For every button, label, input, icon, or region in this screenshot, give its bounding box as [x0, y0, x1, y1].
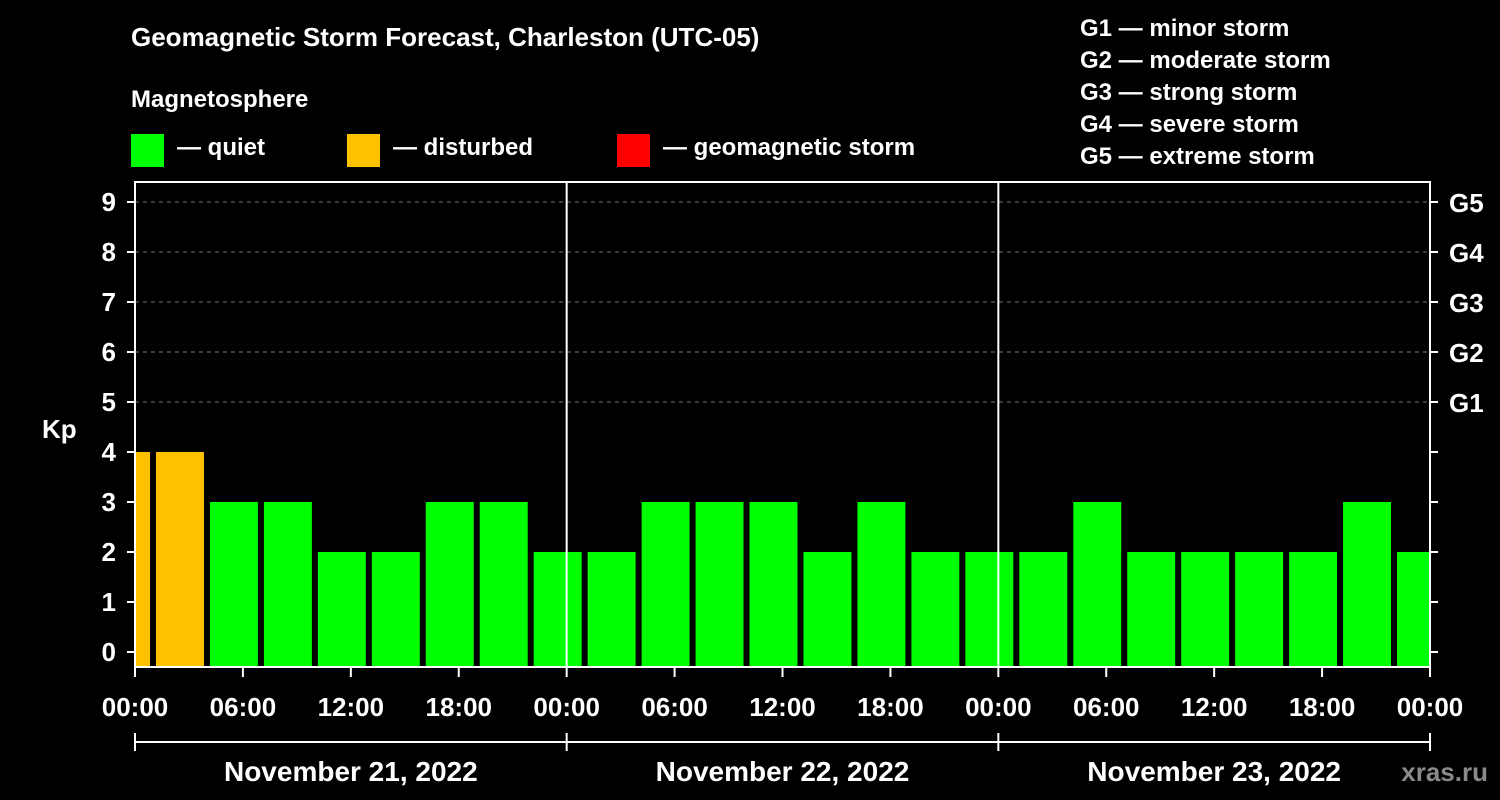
legend-label-quiet: — quiet — [177, 134, 265, 161]
kp-bar — [803, 552, 852, 667]
kp-bar — [317, 552, 366, 667]
x-tick-label: 12:00 — [318, 692, 385, 722]
y-tick-label: 3 — [102, 487, 116, 517]
right-tick-label: G2 — [1449, 338, 1484, 368]
y-axis-label: Kp — [42, 414, 77, 444]
kp-bar — [425, 502, 474, 667]
x-tick-label: 00:00 — [102, 692, 169, 722]
storm-scale-g3: G3 — strong storm — [1080, 79, 1298, 106]
kp-bar — [263, 502, 312, 667]
kp-bar — [749, 502, 798, 667]
right-tick-label: G1 — [1449, 388, 1484, 418]
x-tick-label: 00:00 — [965, 692, 1032, 722]
y-tick-label: 8 — [102, 237, 116, 267]
y-tick-label: 5 — [102, 387, 116, 417]
legend-swatch-disturbed — [347, 134, 380, 167]
kp-bar — [479, 502, 528, 667]
x-tick-label: 06:00 — [210, 692, 277, 722]
x-tick-label: 12:00 — [1181, 692, 1248, 722]
kp-bar — [641, 502, 690, 667]
kp-bar — [1181, 552, 1230, 667]
kp-bar — [1235, 552, 1284, 667]
kp-bar — [1343, 502, 1392, 667]
x-tick-label: 06:00 — [1073, 692, 1140, 722]
y-tick-label: 2 — [102, 537, 116, 567]
storm-scale-g5: G5 — extreme storm — [1080, 143, 1315, 170]
legend-label-disturbed: — disturbed — [393, 134, 534, 161]
right-tick-label: G5 — [1449, 188, 1484, 218]
kp-bar — [911, 552, 960, 667]
x-tick-label: 18:00 — [1289, 692, 1356, 722]
kp-bar — [1073, 502, 1122, 667]
x-tick-label: 12:00 — [749, 692, 816, 722]
y-tick-label: 6 — [102, 337, 116, 367]
right-tick-label: G4 — [1449, 238, 1484, 268]
x-tick-label: 00:00 — [1397, 692, 1464, 722]
kp-bar — [1397, 552, 1429, 667]
storm-scale-g2: G2 — moderate storm — [1080, 47, 1331, 74]
right-tick-label: G3 — [1449, 288, 1484, 318]
y-tick-label: 9 — [102, 187, 116, 217]
x-tick-label: 18:00 — [857, 692, 924, 722]
chart-title: Geomagnetic Storm Forecast, Charleston (… — [131, 22, 760, 52]
legend-label-storm: — geomagnetic storm — [663, 134, 916, 161]
x-tick-label: 00:00 — [533, 692, 600, 722]
kp-bar — [1289, 552, 1338, 667]
x-tick-label: 06:00 — [641, 692, 708, 722]
storm-scale-g4: G4 — severe storm — [1080, 111, 1299, 138]
magnetosphere-label: Magnetosphere — [131, 86, 309, 113]
y-tick-label: 1 — [102, 587, 116, 617]
date-label: November 23, 2022 — [1087, 756, 1341, 787]
kp-bar — [1127, 552, 1176, 667]
date-label: November 21, 2022 — [224, 756, 478, 787]
y-tick-label: 0 — [102, 637, 116, 667]
kp-bar — [155, 452, 204, 667]
date-label: November 22, 2022 — [656, 756, 910, 787]
y-tick-label: 4 — [102, 437, 117, 467]
kp-bar — [857, 502, 906, 667]
legend-swatch-quiet — [131, 134, 164, 167]
kp-bar — [695, 502, 744, 667]
storm-scale-g1: G1 — minor storm — [1080, 15, 1290, 42]
kp-bar — [533, 552, 582, 667]
kp-bar — [371, 552, 420, 667]
kp-bar — [965, 552, 1014, 667]
watermark: xras.ru — [1401, 757, 1488, 787]
kp-bar — [1019, 552, 1068, 667]
kp-bar — [136, 452, 150, 667]
y-tick-label: 7 — [102, 287, 116, 317]
legend-swatch-storm — [617, 134, 650, 167]
kp-bar — [587, 552, 636, 667]
kp-bar — [209, 502, 258, 667]
x-tick-label: 18:00 — [426, 692, 493, 722]
